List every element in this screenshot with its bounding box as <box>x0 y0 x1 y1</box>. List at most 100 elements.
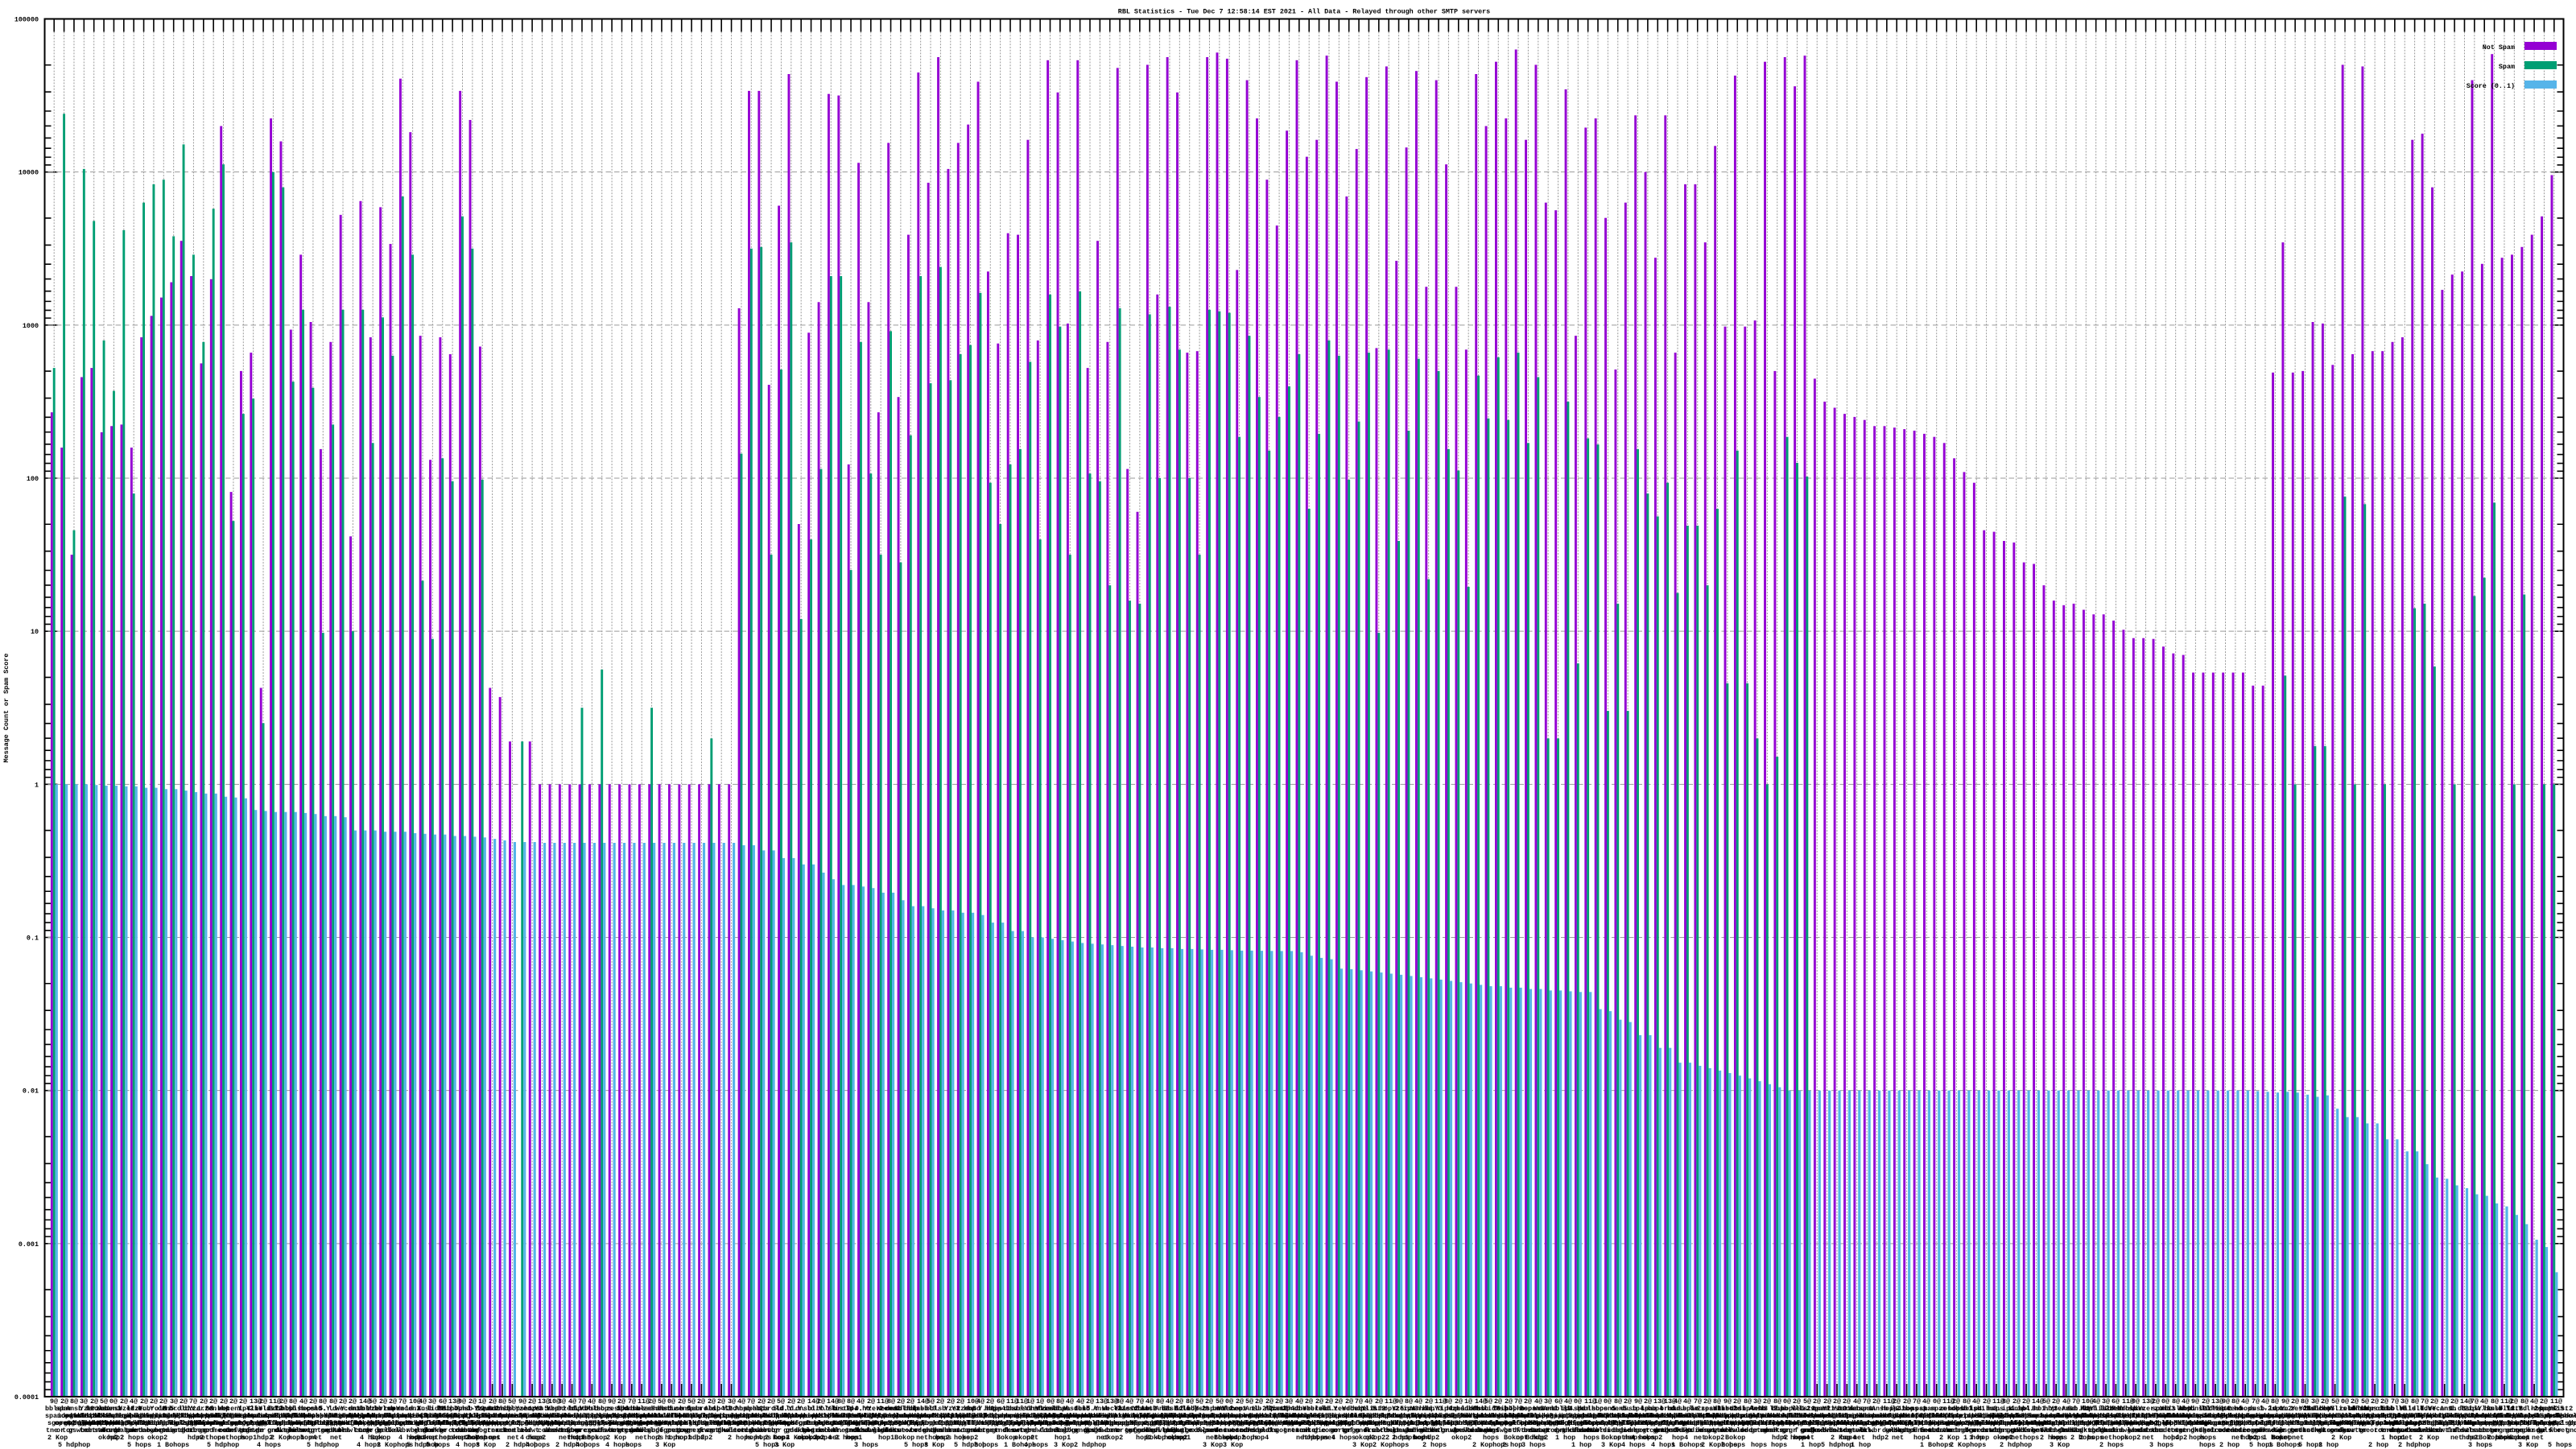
svg-text:Wecen1: Wecen1 <box>1534 1405 1558 1413</box>
svg-text:net: net <box>330 1434 342 1442</box>
svg-text:spamhauswh: spamhauswh <box>632 1412 672 1420</box>
svg-text:ope8ghope8: ope8ghope8 <box>613 1419 653 1427</box>
svg-text:ip4.ho: ip4.ho <box>1970 1405 1994 1413</box>
svg-text:bspkshphow: bspkshphow <box>1649 1412 1690 1420</box>
svg-text:etabszidpdl: etabszidpdl <box>1890 1412 1934 1420</box>
svg-text:dkdiphbpndl: dkdiphbpndl <box>1711 1412 1756 1420</box>
svg-text:okop2: okop2 <box>1355 1434 1375 1442</box>
svg-text:iqipigsipds: iqipigsipds <box>1101 1412 1146 1420</box>
svg-text:iqipigsipds: iqipigsipds <box>446 1412 490 1420</box>
svg-text:ao8ghopme: ao8ghopme <box>207 1419 243 1427</box>
svg-text:Bokop5gkfop: Bokop5gkfop <box>2296 1419 2340 1427</box>
svg-text:2@: 2@ <box>1763 1397 1771 1406</box>
svg-text:spamhauswh: spamhauswh <box>1848 1412 1889 1420</box>
svg-text:wbbdnbspiw: wbbdnbspiw <box>2467 1412 2508 1420</box>
svg-text:lal.: lal. <box>516 1426 532 1435</box>
svg-text:Bokop: Bokop <box>587 1434 607 1442</box>
svg-text:2@: 2@ <box>2013 1397 2021 1406</box>
svg-text:13@: 13@ <box>1653 1397 1666 1406</box>
svg-text:spamhauswh: spamhauswh <box>704 1412 744 1420</box>
svg-text:net: net <box>2279 1434 2291 1442</box>
svg-text:bspkshphow: bspkshphow <box>1199 1412 1240 1420</box>
svg-text:2@: 2@ <box>239 1397 247 1406</box>
svg-text:ld.Y.: ld.Y. <box>405 1405 425 1413</box>
svg-text:gn f oet: gn f oet <box>1562 1426 1594 1435</box>
svg-text:net: net <box>1853 1434 1865 1442</box>
svg-text:5 hdphop: 5 hdphop <box>207 1441 239 1449</box>
svg-text:Bd hbp: Bd hbp <box>2519 1405 2543 1413</box>
svg-text:sa8ispbtbpr: sa8ispbtbpr <box>2348 1412 2392 1420</box>
svg-text:wbr gndks: wbr gndks <box>1869 1426 1905 1435</box>
svg-text:dwlsude: dwlsude <box>2119 1426 2147 1435</box>
svg-text:dusb le: dusb le <box>1730 1405 1758 1413</box>
svg-text:dwlsude: dwlsude <box>1728 1426 1757 1435</box>
svg-text:dkdiphbpndl: dkdiphbpndl <box>1123 1412 1167 1420</box>
svg-text:dkdiphbpndl: dkdiphbpndl <box>2128 1412 2172 1420</box>
svg-text:glbphdbpho: glbphdbpho <box>1719 1419 1759 1427</box>
svg-text:odtefHidtks: odtefHidtks <box>1630 1412 1674 1420</box>
svg-text:idbldbhopv: idbldbhopv <box>666 1412 706 1420</box>
svg-text:hops 1.: hops 1. <box>1988 1405 2016 1413</box>
svg-text:4@: 4@ <box>1295 1397 1303 1406</box>
svg-text:2 hops: 2 hops <box>2040 1434 2064 1442</box>
svg-text:ld.Y.: ld.Y. <box>1321 1405 1341 1413</box>
svg-text:idbldbhopv: idbldbhopv <box>2426 1412 2467 1420</box>
svg-text:tnetndks: tnetndks <box>2170 1426 2202 1435</box>
svg-text:Wecen1: Wecen1 <box>1342 1405 1366 1413</box>
svg-text:odtefHidtks: odtefHidtks <box>1740 1412 1784 1420</box>
svg-text:spamorgwks: spamorgwks <box>45 1412 85 1420</box>
svg-text:2@: 2@ <box>1903 1397 1911 1406</box>
svg-text:ao8ghopme: ao8ghopme <box>266 1419 302 1427</box>
svg-text:okop2: okop2 <box>1365 1434 1385 1442</box>
svg-text:ophdlphap2: ophdlphap2 <box>955 1419 995 1427</box>
svg-text:l-2spam2: l-2spam2 <box>2526 1405 2558 1413</box>
svg-text:2@: 2@ <box>1345 1397 1353 1406</box>
svg-text:gnetne: gnetne <box>2499 1426 2523 1435</box>
svg-text:11@: 11@ <box>2500 1397 2512 1406</box>
svg-text:sgorgo2 gh: sgorgo2 gh <box>1120 1419 1160 1427</box>
svg-text:iqipigsipds: iqipigsipds <box>1977 1412 2021 1420</box>
svg-text:spam: spam <box>1930 1405 1946 1413</box>
svg-text:9@: 9@ <box>518 1397 526 1406</box>
svg-text:Score (0..1): Score (0..1) <box>2467 82 2515 90</box>
svg-text:HtbpHtopb: HtbpHtopb <box>716 1419 752 1427</box>
svg-text:10@: 10@ <box>548 1397 560 1406</box>
svg-text:hdp2: hdp2 <box>108 1434 124 1442</box>
svg-text:gr gndks: gr gndks <box>1063 1426 1095 1435</box>
svg-text:gBglfophop: gBglfophop <box>1741 1419 1781 1427</box>
svg-text:odtefHidtks: odtefHidtks <box>914 1412 959 1420</box>
svg-text:5@: 5@ <box>658 1397 666 1406</box>
svg-text:tblkfbphrp: tblkfbphrp <box>2438 1412 2478 1420</box>
svg-text:wbr gndks: wbr gndks <box>857 1426 893 1435</box>
svg-text:10@: 10@ <box>409 1397 421 1406</box>
svg-text:2 hops: 2 hops <box>1721 1441 1745 1449</box>
svg-text:7@: 7@ <box>189 1397 197 1406</box>
svg-text:zesdhsb: zesdhsb <box>2290 1405 2318 1413</box>
svg-text:3 hops: 3 hops <box>974 1441 998 1449</box>
svg-text:sorbsduldhs: sorbsduldhs <box>107 1412 151 1420</box>
svg-text:sorbsduldhs: sorbsduldhs <box>1971 1412 2015 1420</box>
svg-text:hopsgKfop: hopsgKfop <box>1548 1419 1584 1427</box>
svg-text:gnetne: gnetne <box>2100 1426 2124 1435</box>
svg-text:2@: 2@ <box>309 1397 317 1406</box>
svg-text:Ansb l2.: Ansb l2. <box>66 1405 98 1413</box>
svg-text:2@: 2@ <box>697 1397 705 1406</box>
svg-text:ude tne: ude tne <box>2218 1426 2246 1435</box>
svg-text:gswbr: gswbr <box>68 1426 89 1435</box>
svg-text:ld.Y.: ld.Y. <box>2420 1405 2440 1413</box>
svg-text:0. Y. 2: 0. Y. 2 <box>1205 1405 1233 1413</box>
svg-text:nethops: nethops <box>559 1434 587 1442</box>
svg-text:wbe tcdns: wbe tcdns <box>2071 1426 2107 1435</box>
svg-text:4 hops: 4 hops <box>1651 1441 1675 1449</box>
svg-text:hdp2: hdp2 <box>696 1434 712 1442</box>
svg-text:net: net <box>1323 1434 1335 1442</box>
svg-text:ophdlphap2: ophdlphap2 <box>2268 1419 2308 1427</box>
svg-text:hops 5.: hops 5. <box>1352 1405 1381 1413</box>
svg-text:dnswtor: dnswtor <box>554 1426 582 1435</box>
svg-text:dkdiphbpndl: dkdiphbpndl <box>176 1412 221 1420</box>
svg-text:hops: hops <box>1312 1434 1328 1442</box>
svg-text:spam: spam <box>2128 1405 2145 1413</box>
svg-text:sa8ispbtbpr: sa8ispbtbpr <box>1379 1412 1423 1420</box>
svg-text:hdplsbphbp: hdplsbphbp <box>1418 1419 1459 1427</box>
svg-text:5 hdphop: 5 hdphop <box>1821 1441 1853 1449</box>
